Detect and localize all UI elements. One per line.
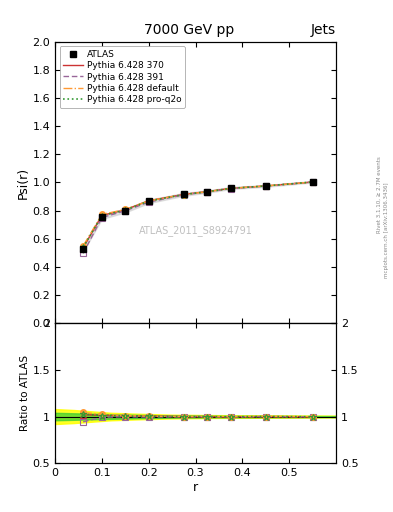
Pythia 6.428 pro-q2o bbox=[81, 244, 86, 250]
Legend: ATLAS, Pythia 6.428 370, Pythia 6.428 391, Pythia 6.428 default, Pythia 6.428 pr: ATLAS, Pythia 6.428 370, Pythia 6.428 39… bbox=[59, 47, 185, 108]
Pythia 6.428 391 bbox=[146, 199, 151, 205]
Pythia 6.428 391 bbox=[228, 185, 233, 191]
Pythia 6.428 pro-q2o bbox=[123, 207, 128, 213]
ATLAS bbox=[99, 214, 104, 220]
Pythia 6.428 pro-q2o bbox=[205, 188, 209, 195]
Pythia 6.428 370 bbox=[310, 179, 315, 185]
Pythia 6.428 default bbox=[228, 185, 233, 191]
Pythia 6.428 370 bbox=[205, 188, 209, 195]
ATLAS bbox=[263, 183, 268, 189]
Pythia 6.428 370 bbox=[123, 207, 128, 213]
Pythia 6.428 391 bbox=[123, 208, 128, 214]
Pythia 6.428 default bbox=[263, 183, 268, 189]
Pythia 6.428 default bbox=[205, 188, 209, 195]
ATLAS bbox=[146, 198, 151, 204]
Pythia 6.428 370 bbox=[146, 198, 151, 204]
Line: Pythia 6.428 pro-q2o: Pythia 6.428 pro-q2o bbox=[83, 182, 312, 247]
Pythia 6.428 pro-q2o bbox=[310, 179, 315, 185]
Text: Jets: Jets bbox=[311, 23, 336, 37]
Pythia 6.428 pro-q2o bbox=[99, 212, 104, 219]
Text: 7000 GeV pp: 7000 GeV pp bbox=[143, 23, 234, 37]
ATLAS bbox=[81, 246, 86, 252]
Pythia 6.428 391 bbox=[310, 179, 315, 185]
X-axis label: r: r bbox=[193, 481, 198, 494]
Pythia 6.428 391 bbox=[263, 183, 268, 189]
Y-axis label: Ratio to ATLAS: Ratio to ATLAS bbox=[20, 355, 30, 431]
Pythia 6.428 370 bbox=[182, 191, 186, 198]
ATLAS bbox=[228, 185, 233, 191]
Line: ATLAS: ATLAS bbox=[80, 179, 316, 252]
Text: mcplots.cern.ch [arXiv:1306.3436]: mcplots.cern.ch [arXiv:1306.3436] bbox=[384, 183, 389, 278]
Pythia 6.428 391 bbox=[99, 215, 104, 221]
Pythia 6.428 pro-q2o bbox=[228, 185, 233, 191]
Pythia 6.428 pro-q2o bbox=[263, 183, 268, 189]
Pythia 6.428 default bbox=[99, 211, 104, 218]
ATLAS bbox=[310, 179, 315, 185]
Pythia 6.428 pro-q2o bbox=[182, 191, 186, 198]
Pythia 6.428 default bbox=[146, 198, 151, 204]
Pythia 6.428 391 bbox=[182, 191, 186, 198]
ATLAS bbox=[205, 188, 209, 195]
Pythia 6.428 default bbox=[310, 179, 315, 185]
ATLAS bbox=[123, 207, 128, 214]
Pythia 6.428 pro-q2o bbox=[146, 198, 151, 204]
Pythia 6.428 370 bbox=[81, 245, 86, 251]
Y-axis label: Psi(r): Psi(r) bbox=[17, 166, 29, 199]
Pythia 6.428 default bbox=[123, 206, 128, 212]
Pythia 6.428 default bbox=[182, 191, 186, 198]
Pythia 6.428 370 bbox=[99, 212, 104, 219]
Line: Pythia 6.428 default: Pythia 6.428 default bbox=[83, 182, 312, 246]
Pythia 6.428 370 bbox=[263, 183, 268, 189]
Line: Pythia 6.428 370: Pythia 6.428 370 bbox=[83, 182, 312, 248]
ATLAS bbox=[182, 191, 186, 198]
Text: Rivet 3.1.10, ≥ 2.7M events: Rivet 3.1.10, ≥ 2.7M events bbox=[377, 156, 382, 233]
Pythia 6.428 391 bbox=[205, 189, 209, 195]
Pythia 6.428 391 bbox=[81, 250, 86, 257]
Text: ATLAS_2011_S8924791: ATLAS_2011_S8924791 bbox=[139, 225, 252, 236]
Line: Pythia 6.428 391: Pythia 6.428 391 bbox=[83, 182, 312, 253]
Pythia 6.428 370 bbox=[228, 185, 233, 191]
Pythia 6.428 default bbox=[81, 243, 86, 249]
